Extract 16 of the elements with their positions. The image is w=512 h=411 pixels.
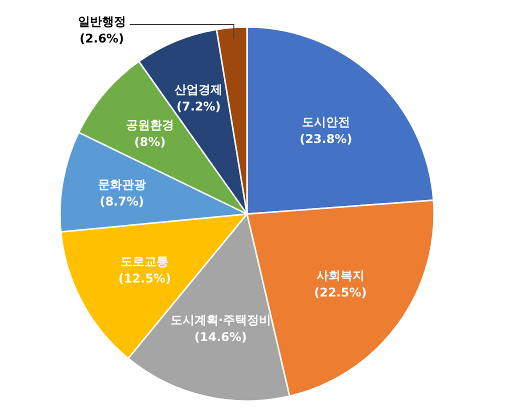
slice-label: 문화관광 — [98, 178, 146, 192]
slice-label: 도시계획·주택정비 — [170, 312, 271, 327]
data-label: (2.6%) — [80, 32, 124, 46]
data-label: (7.2%) — [176, 99, 221, 114]
slice-label: 공원환경 — [126, 118, 174, 132]
data-label: (12.5%) — [118, 271, 171, 286]
slice-label: 일반행정 — [78, 14, 126, 29]
data-label: (22.5%) — [314, 286, 367, 300]
data-label: (23.8%) — [300, 132, 352, 146]
slice-label: 도로교통 — [120, 254, 169, 268]
data-label: (8.7%) — [100, 194, 144, 209]
data-label: (8%) — [134, 134, 166, 149]
data-label: (14.6%) — [194, 330, 247, 344]
slice-label: 도시안전 — [302, 115, 350, 130]
slice-label: 산업경제 — [174, 82, 223, 96]
slice-label: 사회복지 — [316, 268, 364, 283]
